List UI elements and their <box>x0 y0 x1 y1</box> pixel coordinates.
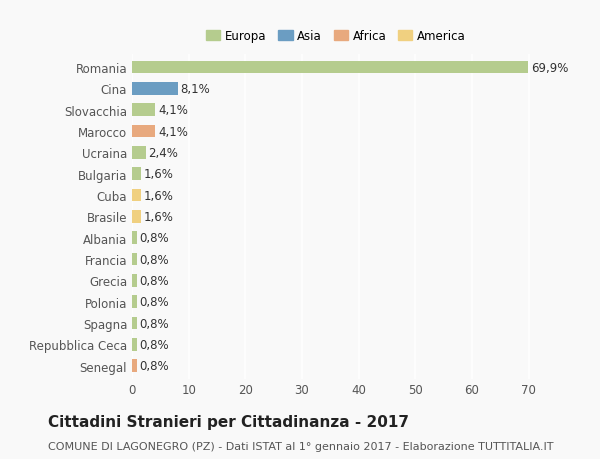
Text: 0,8%: 0,8% <box>139 253 169 266</box>
Text: 0,8%: 0,8% <box>139 317 169 330</box>
Bar <box>132 296 137 308</box>
Text: 0,8%: 0,8% <box>139 232 169 245</box>
Bar <box>132 104 155 117</box>
Bar <box>132 317 137 330</box>
Bar <box>132 146 146 159</box>
Bar <box>132 338 137 351</box>
Bar <box>132 253 137 266</box>
Text: 4,1%: 4,1% <box>158 104 188 117</box>
Bar <box>132 211 141 223</box>
Text: Cittadini Stranieri per Cittadinanza - 2017: Cittadini Stranieri per Cittadinanza - 2… <box>48 414 409 429</box>
Bar <box>132 83 178 95</box>
Legend: Europa, Asia, Africa, America: Europa, Asia, Africa, America <box>202 25 470 48</box>
Text: 0,8%: 0,8% <box>139 338 169 351</box>
Text: 1,6%: 1,6% <box>144 210 174 224</box>
Text: 4,1%: 4,1% <box>158 125 188 138</box>
Bar <box>132 359 137 372</box>
Text: COMUNE DI LAGONEGRO (PZ) - Dati ISTAT al 1° gennaio 2017 - Elaborazione TUTTITAL: COMUNE DI LAGONEGRO (PZ) - Dati ISTAT al… <box>48 441 554 451</box>
Bar <box>132 168 141 181</box>
Text: 1,6%: 1,6% <box>144 168 174 181</box>
Bar <box>132 232 137 245</box>
Bar <box>132 125 155 138</box>
Bar <box>132 189 141 202</box>
Text: 69,9%: 69,9% <box>531 62 568 74</box>
Text: 8,1%: 8,1% <box>181 83 211 95</box>
Bar <box>132 62 528 74</box>
Text: 0,8%: 0,8% <box>139 274 169 287</box>
Text: 0,8%: 0,8% <box>139 296 169 308</box>
Text: 1,6%: 1,6% <box>144 189 174 202</box>
Text: 2,4%: 2,4% <box>148 146 178 159</box>
Text: 0,8%: 0,8% <box>139 359 169 372</box>
Bar <box>132 274 137 287</box>
